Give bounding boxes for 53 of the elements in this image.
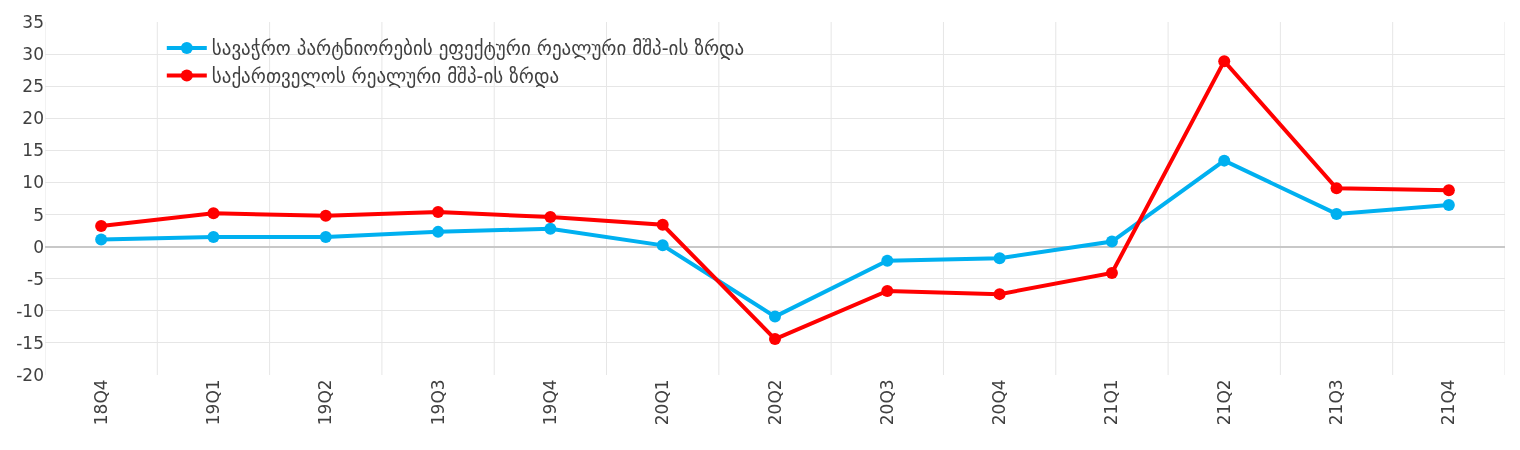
y-tick-label: -15: [16, 332, 44, 353]
point: [432, 225, 445, 238]
x-tick-label: 21Q3: [1326, 379, 1347, 426]
point: [1218, 154, 1231, 167]
y-tick-label: 25: [22, 76, 44, 97]
y-tick-label: 5: [33, 204, 44, 225]
y-tick-label: 30: [22, 44, 44, 65]
legend-label: სავაჭრო პარტნიორების ეფექტური რეალური მშპ-ის ზრდა: [211, 37, 745, 61]
x-tick-label: 19Q3: [427, 379, 448, 426]
x-tick-label: 20Q3: [876, 379, 897, 426]
point: [207, 207, 220, 220]
point: [432, 205, 445, 218]
x-tick-label: 19Q4: [539, 379, 560, 426]
point: [1442, 198, 1455, 211]
legend-label: საქართველოს რეალური მშპ-ის ზრდა: [211, 65, 560, 89]
point: [656, 218, 669, 231]
point: [1442, 184, 1455, 197]
y-tick-label: 0: [33, 236, 44, 257]
x-tick-label: 20Q2: [764, 379, 785, 426]
point: [1218, 55, 1231, 68]
point: [993, 288, 1006, 301]
point: [544, 222, 557, 235]
y-tick-label: -10: [16, 300, 44, 321]
point: [993, 252, 1006, 265]
y-tick-label: 35: [22, 11, 44, 32]
point: [1330, 182, 1343, 195]
x-tick-label: 21Q1: [1101, 379, 1122, 426]
point: [1330, 207, 1343, 220]
y-tick-label: -20: [16, 364, 44, 385]
x-tick-label: 18Q4: [90, 379, 111, 426]
point: [95, 220, 108, 233]
x-tick-label: 21Q4: [1438, 379, 1459, 426]
point: [881, 284, 894, 297]
y-tick-label: 10: [22, 172, 44, 193]
y-tick-label: 15: [22, 140, 44, 161]
point: [207, 231, 220, 243]
point: [319, 209, 332, 222]
x-tick-label: 19Q1: [202, 379, 223, 426]
point: [769, 333, 781, 346]
x-tick-label: 20Q1: [652, 379, 673, 426]
point: [656, 239, 669, 252]
point: [769, 310, 781, 323]
x-tick-label: 20Q4: [989, 379, 1010, 426]
x-tick-label: 19Q2: [315, 379, 336, 426]
point: [319, 231, 332, 243]
point: [1105, 235, 1118, 248]
point: [1105, 266, 1118, 279]
y-tick-label: 20: [22, 108, 44, 129]
point: [544, 211, 557, 224]
point: [881, 254, 894, 267]
point: [95, 233, 108, 246]
y-tick-label: -5: [27, 268, 44, 289]
x-tick-label: 21Q2: [1213, 379, 1234, 426]
